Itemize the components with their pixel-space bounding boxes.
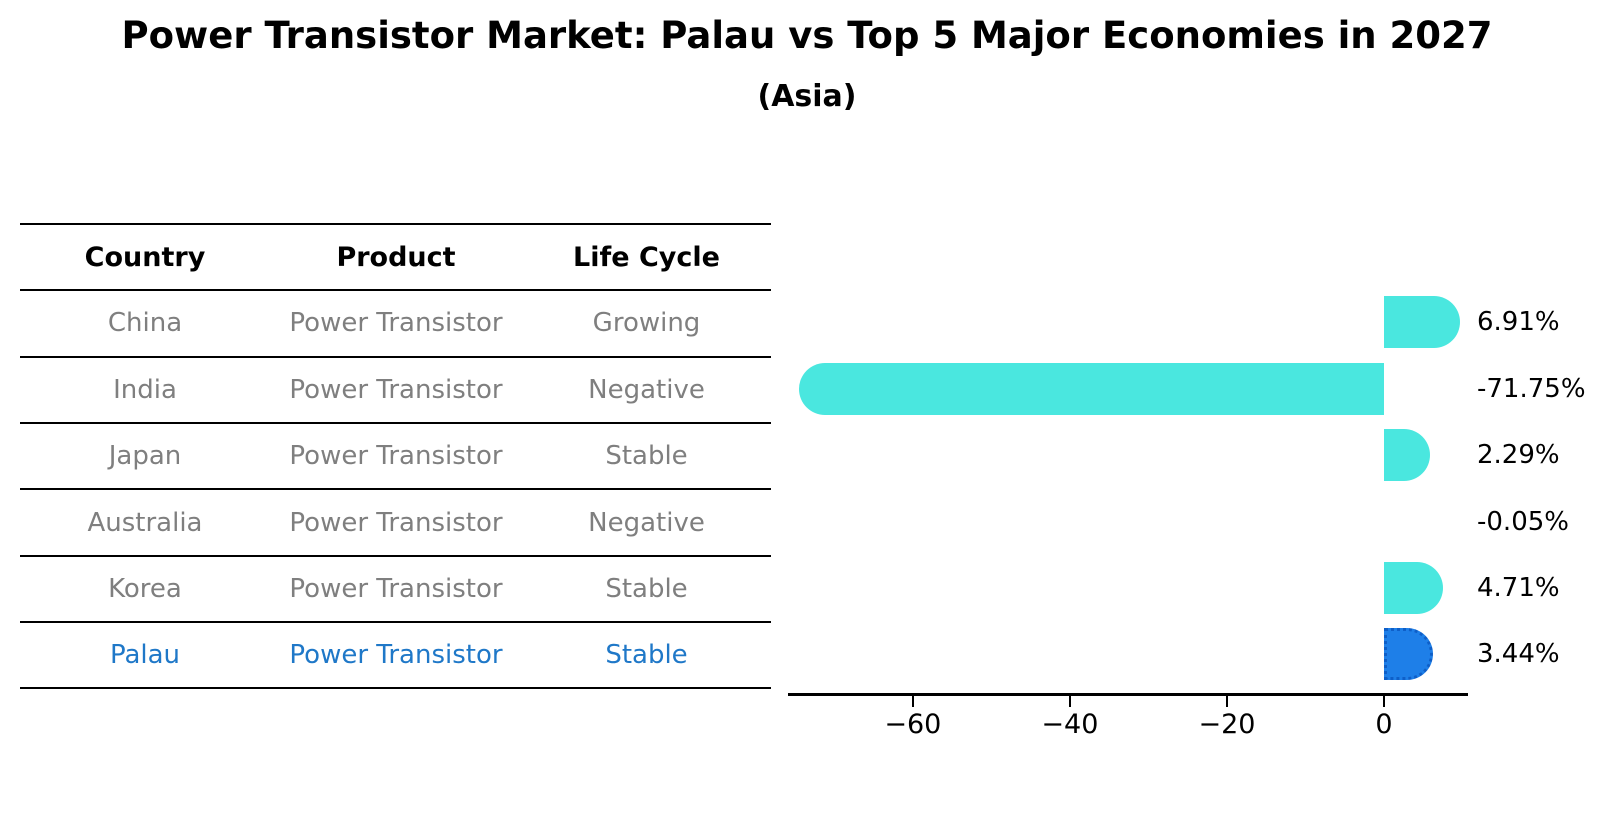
- chart-subtitle: (Asia): [757, 79, 857, 114]
- bar-value-label-korea: 4.71%: [1477, 572, 1560, 603]
- bar-palau: [1384, 628, 1433, 681]
- bar-value-label-palau: 3.44%: [1477, 639, 1560, 670]
- cell-country: China: [107, 308, 183, 339]
- table-row-china: China Power Transistor Growing: [20, 289, 771, 355]
- table-row-japan: Japan Power Transistor Stable: [20, 421, 771, 488]
- table-row-korea: Korea Power Transistor Stable: [20, 554, 771, 621]
- cell-life-cycle: Negative: [588, 507, 705, 538]
- cell-product: Power Transistor: [289, 507, 503, 538]
- x-axis-tick-label: −20: [1198, 709, 1256, 740]
- table-row-palau: Palau Power Transistor Stable: [20, 621, 771, 687]
- cell-life-cycle: Stable: [605, 441, 688, 472]
- cell-country: Australia: [87, 507, 203, 538]
- x-axis-tick-label: −40: [1041, 709, 1099, 740]
- cell-life-cycle: Growing: [592, 308, 701, 339]
- cell-life-cycle: Stable: [605, 640, 688, 671]
- cell-product: Power Transistor: [289, 573, 503, 604]
- x-axis-tick: [1068, 696, 1072, 707]
- cell-country: Korea: [108, 573, 182, 604]
- table-header-row: Country Product Life Cycle: [20, 223, 771, 289]
- bar-value-label-china: 6.91%: [1477, 307, 1560, 338]
- cell-product: Power Transistor: [289, 640, 503, 671]
- country-table: Country Product Life Cycle China Power Tr…: [20, 223, 771, 690]
- bar-korea: [1384, 561, 1443, 614]
- cell-life-cycle: Negative: [588, 374, 705, 405]
- x-axis-tick-label: −60: [884, 709, 942, 740]
- x-axis-tick: [1225, 696, 1229, 707]
- bar-japan: [1384, 429, 1430, 482]
- table-row-australia: Australia Power Transistor Negative: [20, 488, 771, 554]
- column-header-product: Product: [336, 241, 456, 273]
- cell-country: Japan: [108, 441, 182, 472]
- cell-product: Power Transistor: [289, 441, 503, 472]
- bar-value-label-australia: -0.05%: [1477, 506, 1569, 537]
- bar-china: [1384, 296, 1461, 349]
- x-axis-tick-label: 0: [1375, 709, 1393, 740]
- column-header-country: Country: [84, 241, 206, 273]
- cell-country: India: [113, 374, 177, 405]
- column-header-life-cycle: Life Cycle: [573, 241, 720, 273]
- cell-life-cycle: Stable: [605, 573, 688, 604]
- x-axis-line: [788, 693, 1468, 696]
- cell-product: Power Transistor: [289, 374, 503, 405]
- cell-product: Power Transistor: [289, 308, 503, 339]
- bar-india: [798, 362, 1384, 415]
- bar-value-label-japan: 2.29%: [1477, 440, 1560, 471]
- x-axis-tick: [1382, 696, 1386, 707]
- x-axis-tick: [911, 696, 915, 707]
- chart-title: Power Transistor Market: Palau vs Top 5 …: [121, 14, 1493, 57]
- table-row-india: India Power Transistor Negative: [20, 355, 771, 422]
- bar-value-label-india: -71.75%: [1477, 373, 1586, 404]
- cell-country: Palau: [109, 640, 181, 671]
